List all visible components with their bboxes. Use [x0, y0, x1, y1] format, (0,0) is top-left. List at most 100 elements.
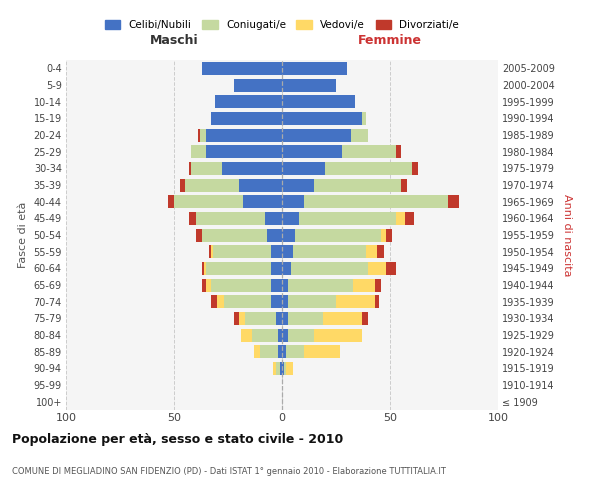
Bar [362, 112, 366, 125]
Bar [286, 362, 293, 375]
Bar [282, 328, 289, 342]
Bar [254, 345, 260, 358]
Bar [412, 162, 418, 175]
Bar [211, 295, 217, 308]
Bar [235, 312, 239, 325]
Bar [241, 328, 252, 342]
Bar [448, 195, 459, 208]
Bar [174, 195, 243, 208]
Text: COMUNE DI MEGLIADINO SAN FIDENZIO (PD) - Dati ISTAT 1° gennaio 2010 - Elaborazio: COMUNE DI MEGLIADINO SAN FIDENZIO (PD) -… [12, 468, 446, 476]
Bar [282, 95, 355, 108]
Bar [293, 245, 366, 258]
Y-axis label: Anni di nascita: Anni di nascita [562, 194, 572, 276]
Bar [289, 312, 323, 325]
Bar [351, 128, 368, 141]
Bar [289, 278, 353, 291]
Bar [239, 312, 245, 325]
Bar [202, 62, 282, 75]
Bar [198, 128, 200, 141]
Bar [271, 245, 282, 258]
Bar [325, 162, 412, 175]
Bar [375, 295, 379, 308]
Bar [217, 295, 224, 308]
Bar [239, 178, 282, 192]
Bar [366, 245, 377, 258]
Bar [206, 128, 282, 141]
Bar [286, 345, 304, 358]
Bar [274, 362, 275, 375]
Bar [282, 128, 351, 141]
Bar [282, 145, 343, 158]
Bar [282, 78, 336, 92]
Bar [275, 362, 280, 375]
Bar [271, 295, 282, 308]
Bar [265, 212, 282, 225]
Bar [290, 262, 368, 275]
Bar [284, 362, 286, 375]
Bar [353, 278, 375, 291]
Bar [215, 95, 282, 108]
Y-axis label: Fasce di età: Fasce di età [18, 202, 28, 268]
Bar [299, 212, 397, 225]
Bar [377, 245, 383, 258]
Bar [382, 228, 386, 241]
Bar [202, 228, 267, 241]
Bar [235, 78, 282, 92]
Bar [252, 328, 278, 342]
Bar [336, 295, 375, 308]
Bar [397, 145, 401, 158]
Bar [314, 178, 401, 192]
Bar [280, 362, 282, 375]
Bar [282, 212, 299, 225]
Text: Femmine: Femmine [358, 34, 422, 46]
Bar [289, 295, 336, 308]
Bar [260, 345, 278, 358]
Bar [196, 212, 265, 225]
Bar [282, 362, 284, 375]
Bar [282, 345, 286, 358]
Bar [181, 178, 185, 192]
Bar [401, 178, 407, 192]
Bar [397, 212, 405, 225]
Bar [386, 262, 397, 275]
Bar [323, 312, 362, 325]
Bar [191, 162, 221, 175]
Bar [386, 228, 392, 241]
Bar [275, 312, 282, 325]
Bar [167, 195, 174, 208]
Bar [204, 262, 206, 275]
Bar [282, 162, 325, 175]
Bar [375, 278, 382, 291]
Bar [271, 262, 282, 275]
Bar [282, 278, 289, 291]
Bar [362, 312, 368, 325]
Bar [202, 262, 204, 275]
Bar [314, 328, 362, 342]
Bar [282, 62, 347, 75]
Bar [206, 262, 271, 275]
Bar [209, 245, 211, 258]
Bar [368, 262, 386, 275]
Bar [191, 145, 206, 158]
Bar [282, 195, 304, 208]
Bar [282, 178, 314, 192]
Bar [282, 262, 290, 275]
Bar [213, 245, 271, 258]
Bar [343, 145, 397, 158]
Legend: Celibi/Nubili, Coniugati/e, Vedovi/e, Divorziati/e: Celibi/Nubili, Coniugati/e, Vedovi/e, Di… [105, 20, 459, 30]
Bar [278, 328, 282, 342]
Bar [221, 162, 282, 175]
Bar [202, 278, 206, 291]
Bar [278, 345, 282, 358]
Bar [289, 328, 314, 342]
Bar [224, 295, 271, 308]
Bar [245, 312, 275, 325]
Bar [282, 295, 289, 308]
Bar [282, 312, 289, 325]
Bar [271, 278, 282, 291]
Bar [211, 112, 282, 125]
Bar [282, 228, 295, 241]
Bar [405, 212, 414, 225]
Text: Maschi: Maschi [149, 34, 199, 46]
Bar [282, 245, 293, 258]
